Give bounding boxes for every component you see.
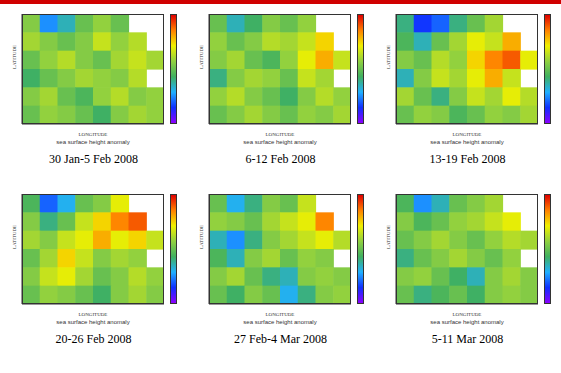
- svg-text:LATITUDE: LATITUDE: [386, 45, 391, 69]
- svg-text:LONGITUDE: LONGITUDE: [453, 312, 482, 317]
- html-text:sea surface height anomaly: sea surface height anomaly: [430, 139, 504, 145]
- svg-text:LONGITUDE: LONGITUDE: [79, 132, 108, 137]
- svg-text:LATITUDE: LATITUDE: [12, 45, 17, 69]
- html-text:20-26 Feb 2008: 20-26 Feb 2008: [55, 332, 132, 346]
- html-text:sea surface height anomaly: sea surface height anomaly: [243, 319, 317, 325]
- html-text:sea surface height anomaly: sea surface height anomaly: [243, 139, 317, 145]
- svg-text:LONGITUDE: LONGITUDE: [453, 132, 482, 137]
- svg-text:LATITUDE: LATITUDE: [386, 225, 391, 249]
- html-text:sea surface height anomaly: sea surface height anomaly: [430, 319, 504, 325]
- svg-text:LATITUDE: LATITUDE: [12, 225, 17, 249]
- html-text:30 Jan-5 Feb 2008: 30 Jan-5 Feb 2008: [49, 152, 138, 166]
- svg-text:LONGITUDE: LONGITUDE: [79, 312, 108, 317]
- svg-text:LATITUDE: LATITUDE: [199, 225, 204, 249]
- svg-text:LONGITUDE: LONGITUDE: [266, 312, 295, 317]
- svg-text:LONGITUDE: LONGITUDE: [266, 132, 295, 137]
- html-text:6-12 Feb 2008: 6-12 Feb 2008: [245, 152, 316, 166]
- html-text:27 Feb-4 Mar 2008: 27 Feb-4 Mar 2008: [234, 332, 327, 346]
- html-text:13-19 Feb 2008: 13-19 Feb 2008: [429, 152, 506, 166]
- svg-text:LATITUDE: LATITUDE: [199, 45, 204, 69]
- html-text:sea surface height anomaly: sea surface height anomaly: [56, 319, 130, 325]
- html-text:5-11 Mar 2008: 5-11 Mar 2008: [431, 332, 504, 346]
- html-text:sea surface height anomaly: sea surface height anomaly: [56, 139, 130, 145]
